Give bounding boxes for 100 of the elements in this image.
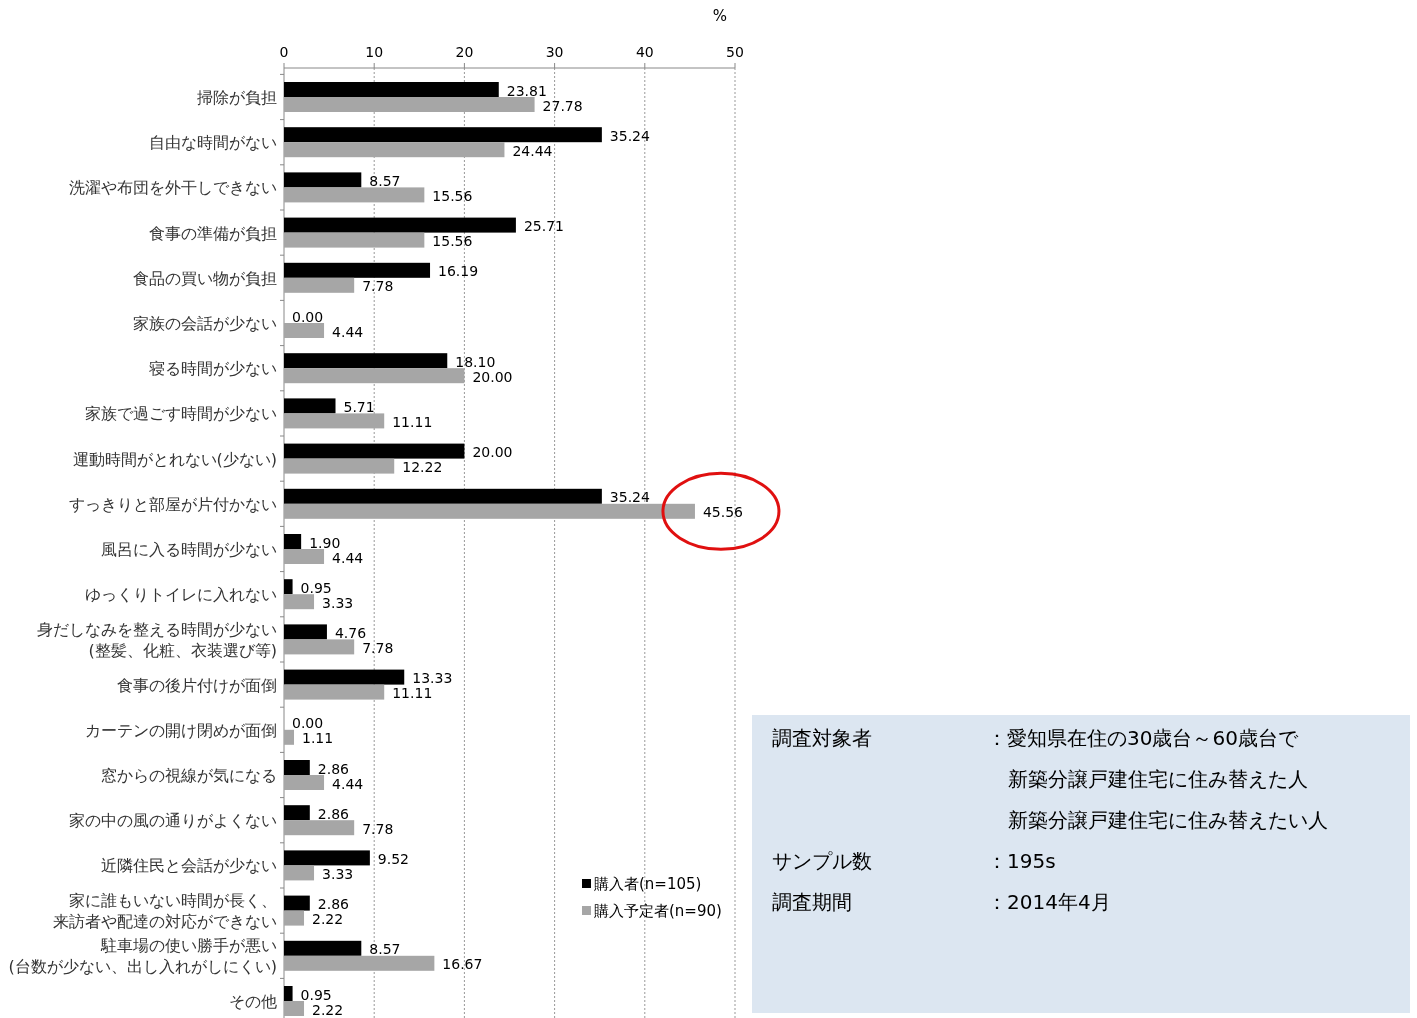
- x-tick-label: 30: [545, 44, 564, 60]
- data-label: 13.33: [412, 670, 453, 687]
- bar: [284, 232, 425, 248]
- y-tick-label: 洗濯や布団を外干しできない: [69, 178, 277, 198]
- bar: [284, 579, 293, 595]
- bar: [284, 323, 325, 338]
- text: 調査期間: [772, 890, 852, 914]
- bar: [284, 443, 465, 459]
- bar: [284, 534, 302, 549]
- data-label: 23.81: [506, 82, 547, 99]
- bar: [284, 669, 405, 685]
- data-label: 4.76: [334, 624, 367, 641]
- data-label: 9.52: [377, 850, 410, 867]
- data-label: 7.78: [362, 639, 394, 656]
- y-tick-label: 食事の準備が負担: [149, 223, 277, 243]
- y-tick-label: 窓からの視線が気になる: [101, 766, 277, 785]
- data-label: 4.44: [332, 549, 364, 566]
- bar: [284, 127, 602, 143]
- bar: [284, 594, 315, 610]
- bar: [284, 142, 505, 158]
- data-label: 20.00: [472, 368, 513, 385]
- bar: [284, 729, 295, 745]
- bar: [284, 97, 535, 112]
- bar: [284, 820, 355, 836]
- y-tick-label: 掃除が負担: [197, 88, 277, 107]
- text: サンプル数: [772, 849, 872, 873]
- bar: [284, 910, 305, 926]
- text: 調査対象者: [772, 726, 872, 750]
- bar: [284, 549, 325, 564]
- data-label: 0.95: [300, 986, 332, 1003]
- data-label: 8.57: [369, 172, 401, 189]
- data-label: 16.67: [442, 956, 483, 973]
- data-label: 2.86: [317, 805, 350, 822]
- data-label: 2.22: [312, 911, 344, 928]
- bar: [284, 262, 431, 278]
- x-tick-label: 0: [279, 44, 289, 60]
- y-tick-label: 寝る時間が少ない: [149, 359, 277, 379]
- y-tick-label: 家族の会話が少ない: [133, 314, 277, 333]
- bar: [284, 639, 355, 655]
- y-tick-label: ゆっくりトイレに入れない: [85, 585, 277, 605]
- data-label: 7.78: [362, 278, 394, 295]
- y-tick-label: 駐車場の使い勝手が悪い(台数が少ない、出し入れがしにくい): [8, 936, 277, 977]
- bar: [284, 398, 336, 414]
- bar: [284, 82, 499, 97]
- legend-label: 購入者(n=105): [594, 875, 702, 893]
- data-label: 3.33: [322, 865, 354, 882]
- data-label: 12.22: [402, 459, 443, 476]
- data-label: 25.71: [523, 218, 564, 235]
- x-tick-label: 50: [726, 44, 744, 60]
- bar: [284, 353, 448, 369]
- data-label: 3.33: [322, 594, 354, 611]
- data-label: 1.90: [309, 534, 341, 551]
- data-label: 2.86: [317, 760, 350, 777]
- x-tick-label: 20: [455, 44, 474, 60]
- data-label: 15.56: [432, 233, 473, 250]
- y-tick-label: 食品の買い物が負担: [133, 268, 277, 288]
- data-label: 20.00: [472, 444, 513, 461]
- data-label: 2.86: [317, 896, 350, 913]
- bar: [284, 940, 362, 956]
- data-label: 0.00: [292, 715, 324, 732]
- bar: [284, 368, 465, 384]
- data-label: 4.44: [332, 775, 364, 792]
- data-label: 16.19: [438, 263, 479, 280]
- data-label: 45.56: [702, 504, 744, 521]
- bar: [284, 955, 435, 971]
- data-label: 18.10: [455, 353, 496, 370]
- y-tick-label: 運動時間がとれない(少ない): [72, 449, 277, 469]
- y-tick-label: 身だしなみを整える時間が少ない(整髪、化粧、衣装選び等): [37, 619, 277, 660]
- x-tick-label: 10: [365, 44, 384, 60]
- data-label: 35.24: [609, 489, 651, 506]
- x-axis-title: %: [712, 7, 728, 25]
- bar: [284, 413, 385, 429]
- bar: [284, 624, 327, 640]
- data-label: 4.44: [332, 323, 364, 340]
- data-label: 8.57: [369, 941, 401, 958]
- bar: [284, 684, 385, 700]
- data-label: 24.44: [512, 142, 553, 159]
- bar: [284, 277, 355, 293]
- bar: [284, 503, 695, 519]
- bar: [284, 760, 310, 775]
- y-tick-label: 家の中の風の通りがよくない: [69, 811, 277, 831]
- text: ：愛知県在住の30歳台～60歳台で: [987, 726, 1299, 750]
- y-tick-label: すっきりと部屋が片付かない: [69, 494, 277, 514]
- y-tick-label: 食事の後片付けが面倒: [117, 675, 277, 695]
- bar: [284, 172, 362, 188]
- bar: [284, 217, 516, 233]
- data-label: 35.24: [609, 127, 651, 144]
- data-label: 1.11: [302, 730, 334, 747]
- x-tick-label: 40: [635, 44, 654, 60]
- y-tick-label: カーテンの開け閉めが面倒: [85, 720, 277, 740]
- data-label: 5.71: [343, 398, 375, 415]
- bar: [284, 488, 602, 504]
- bar: [284, 805, 310, 821]
- data-label: 2.22: [312, 1001, 344, 1018]
- y-tick-label: 家族で過ごす時間が少ない: [85, 404, 277, 424]
- data-label: 0.00: [292, 308, 324, 325]
- data-label: 27.78: [542, 97, 583, 114]
- bar: [284, 850, 370, 866]
- bar: [284, 895, 310, 911]
- bar: [284, 986, 293, 1001]
